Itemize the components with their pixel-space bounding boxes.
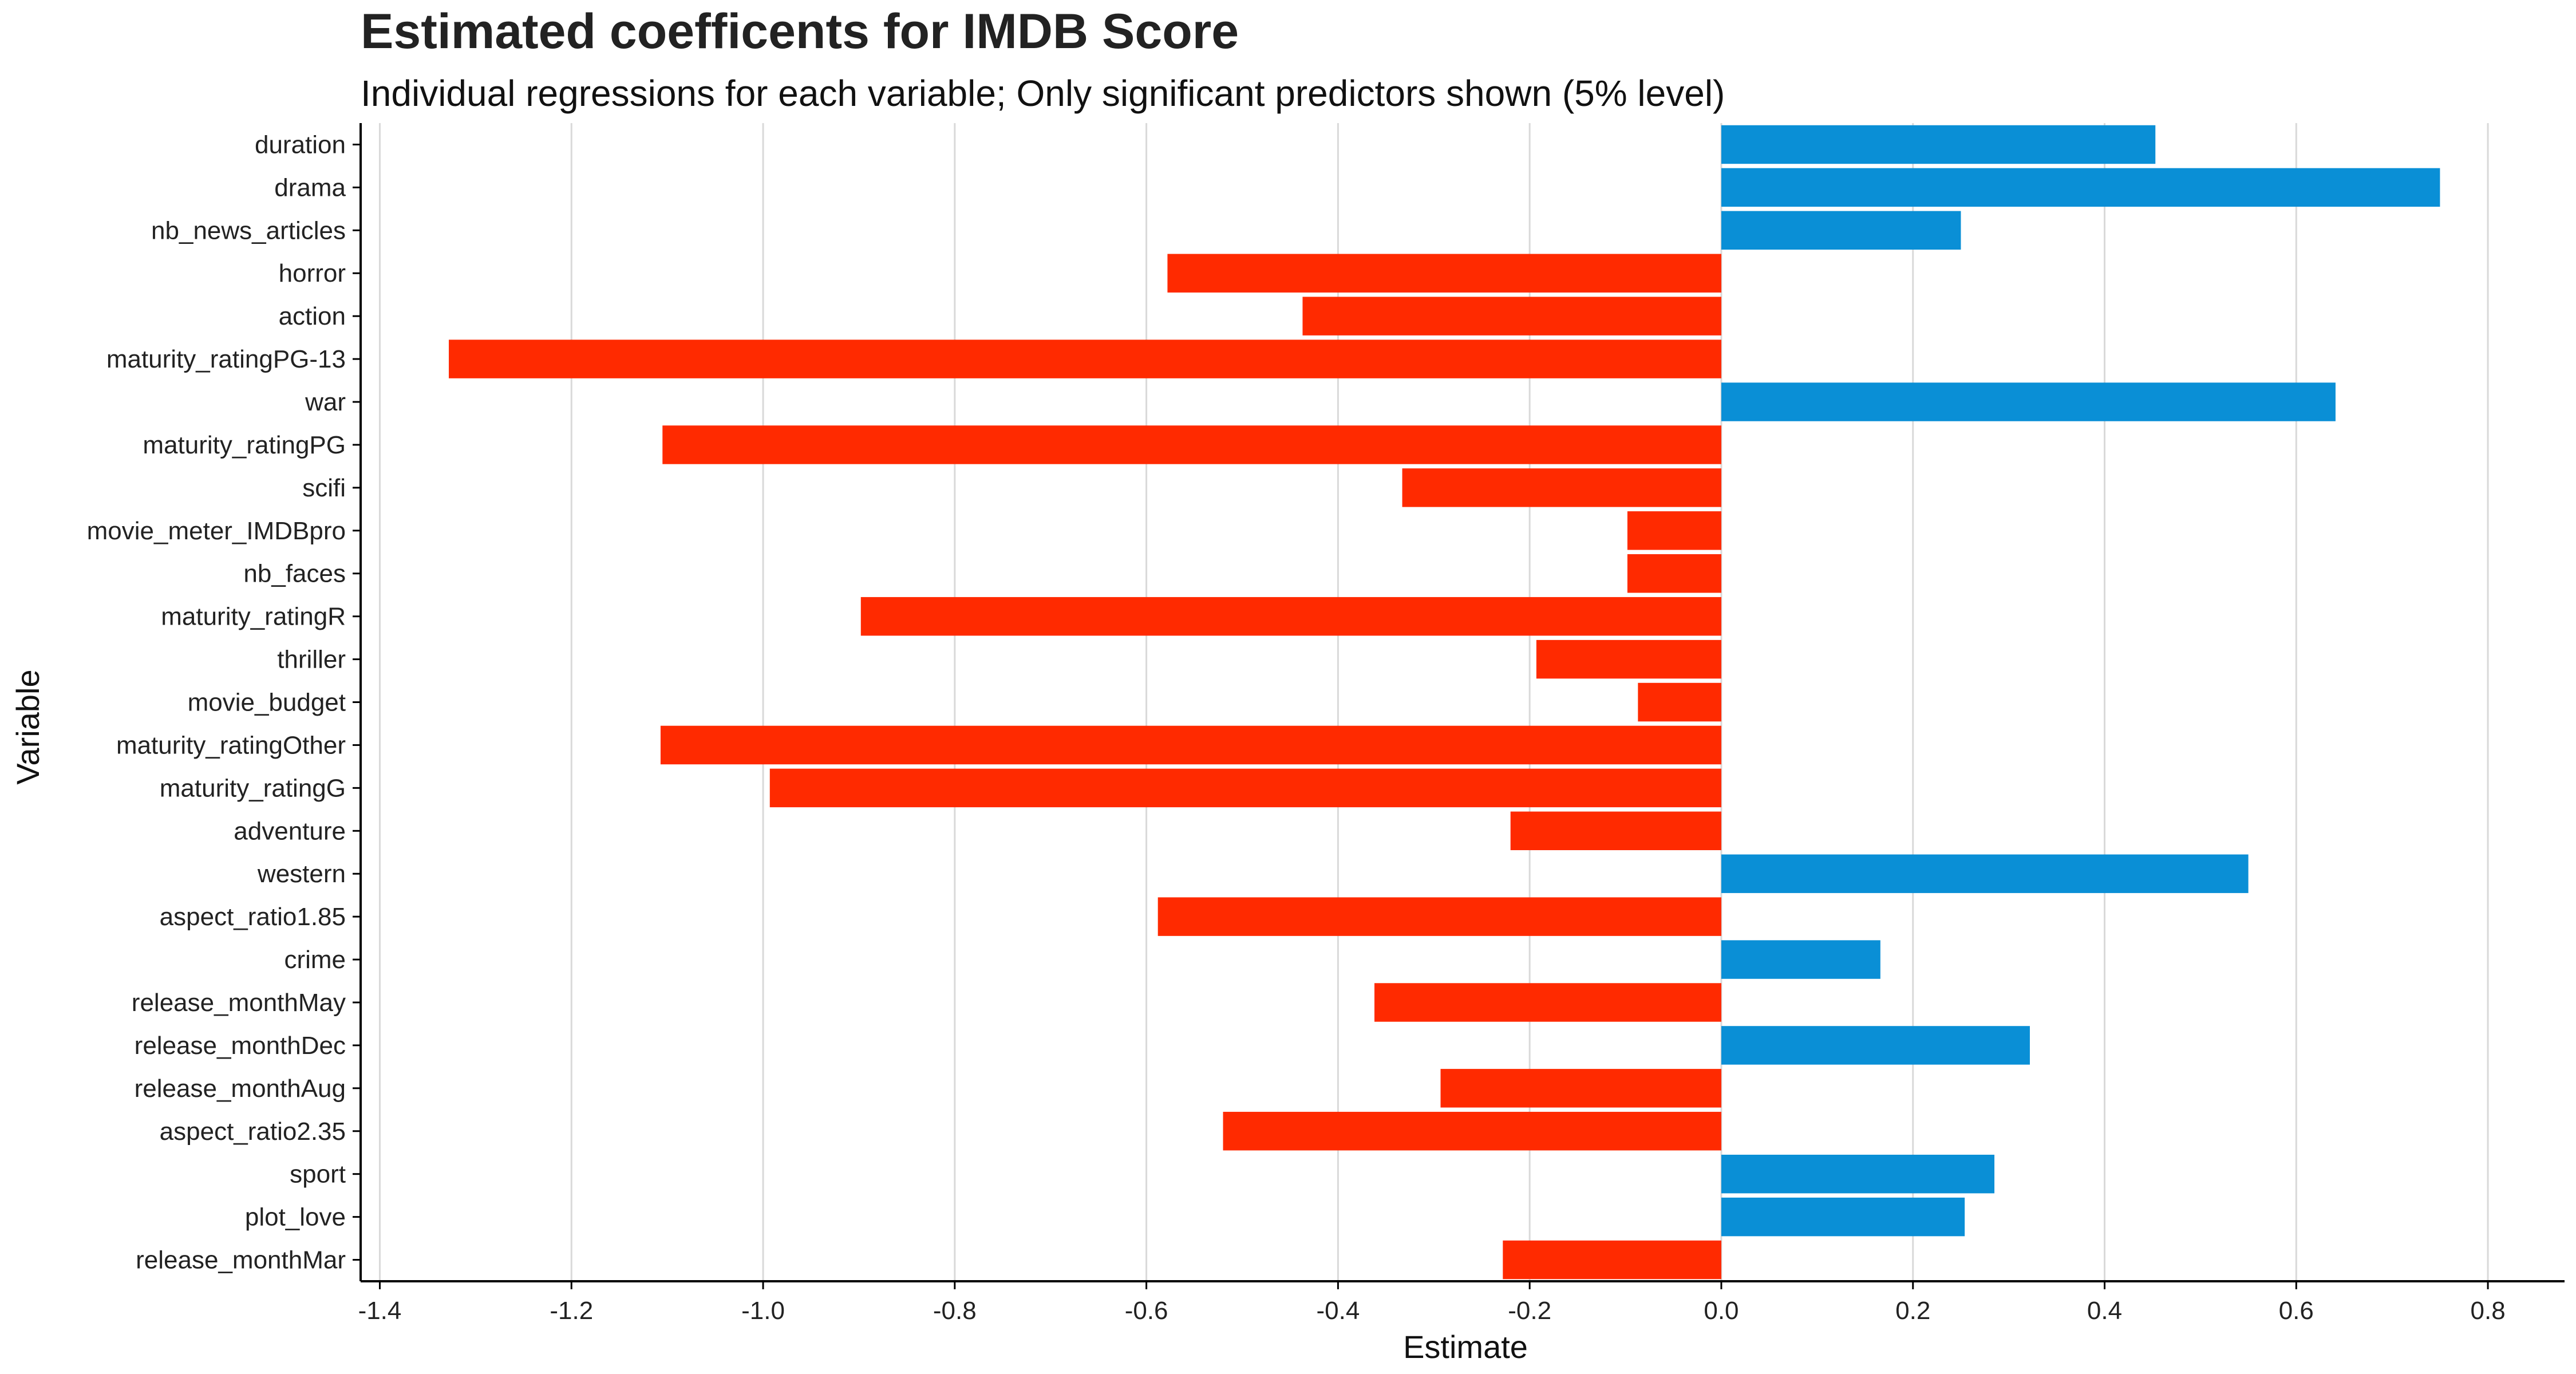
bar xyxy=(1440,1069,1721,1108)
y-tick-label: sport xyxy=(290,1160,346,1189)
bar xyxy=(1721,168,2440,207)
y-axis-title: Variable xyxy=(10,669,46,784)
bar xyxy=(1721,1154,1995,1194)
x-tick-label: -0.8 xyxy=(933,1297,977,1325)
bar xyxy=(1627,554,1721,593)
y-tick-label: duration xyxy=(255,131,346,159)
bar xyxy=(860,597,1721,636)
bar xyxy=(662,425,1721,464)
bar xyxy=(1402,468,1721,507)
x-tick-label: -0.4 xyxy=(1316,1297,1360,1325)
y-tick-label: maturity_ratingPG-13 xyxy=(106,345,346,373)
x-axis-title: Estimate xyxy=(1403,1329,1528,1365)
y-tick-label: action xyxy=(279,302,346,330)
y-tick-label: thriller xyxy=(277,646,346,674)
bar xyxy=(1638,682,1721,722)
bar xyxy=(1721,940,1880,979)
x-tick-label: 0.2 xyxy=(1895,1297,1930,1325)
bar xyxy=(1536,639,1721,679)
chart-subtitle: Individual regressions for each variable… xyxy=(361,73,1725,114)
y-tick-label: aspect_ratio1.85 xyxy=(160,903,346,931)
bar xyxy=(1157,897,1721,936)
y-tick-label: movie_budget xyxy=(188,689,346,717)
y-tick-label: war xyxy=(305,388,346,416)
bar xyxy=(1510,811,1721,850)
bar xyxy=(1503,1240,1721,1280)
y-tick-label: drama xyxy=(274,173,346,202)
bar xyxy=(1721,1026,2030,1065)
y-tick-label: release_monthMar xyxy=(136,1246,346,1274)
x-tick-label: -1.4 xyxy=(358,1297,402,1325)
bar xyxy=(1302,297,1721,335)
x-tick-label: -0.2 xyxy=(1508,1297,1551,1325)
y-tick-label: release_monthDec xyxy=(135,1032,346,1060)
x-tick-label: 0.6 xyxy=(2279,1297,2314,1325)
x-tick-label: -1.0 xyxy=(741,1297,785,1325)
y-tick-label: release_monthMay xyxy=(132,989,346,1017)
bar xyxy=(1721,382,2336,421)
bar xyxy=(1627,511,1721,550)
y-tick-label: western xyxy=(257,860,346,888)
bar xyxy=(1721,854,2249,893)
bars xyxy=(449,125,2440,1280)
y-tick-label: maturity_ratingR xyxy=(161,603,346,631)
y-tick-label: release_monthAug xyxy=(135,1075,346,1103)
y-tick-label: horror xyxy=(279,259,346,287)
bar xyxy=(1167,254,1721,293)
y-tick-label: adventure xyxy=(234,817,346,845)
bar xyxy=(1721,1197,1965,1237)
y-tick-label: maturity_ratingOther xyxy=(116,731,346,759)
axes xyxy=(353,123,2565,1289)
y-tick-label: crime xyxy=(284,946,346,974)
y-tick-label: maturity_ratingPG xyxy=(143,431,346,459)
x-tick-label: -0.6 xyxy=(1125,1297,1168,1325)
bar xyxy=(1223,1112,1721,1151)
y-tick-label: aspect_ratio2.35 xyxy=(160,1118,346,1146)
y-tick-label: maturity_ratingG xyxy=(160,774,346,802)
bar xyxy=(449,339,1721,378)
y-tick-label: plot_love xyxy=(245,1203,346,1231)
y-tick-label: movie_meter_IMDBpro xyxy=(87,517,346,545)
x-tick-label: 0.8 xyxy=(2471,1297,2506,1325)
y-tick-label: nb_news_articles xyxy=(151,216,346,244)
x-tick-label: -1.2 xyxy=(550,1297,593,1325)
bar xyxy=(1721,211,1961,250)
y-tick-label: nb_faces xyxy=(243,560,346,588)
x-tick-label: 0.4 xyxy=(2087,1297,2122,1325)
x-tick-label: 0.0 xyxy=(1704,1297,1739,1325)
bar xyxy=(1374,983,1721,1022)
bar xyxy=(1721,125,2156,164)
bar xyxy=(660,725,1721,765)
bar xyxy=(769,768,1721,808)
chart-title: Estimated coefficents for IMDB Score xyxy=(361,4,1239,59)
y-tick-label: scifi xyxy=(302,474,346,502)
